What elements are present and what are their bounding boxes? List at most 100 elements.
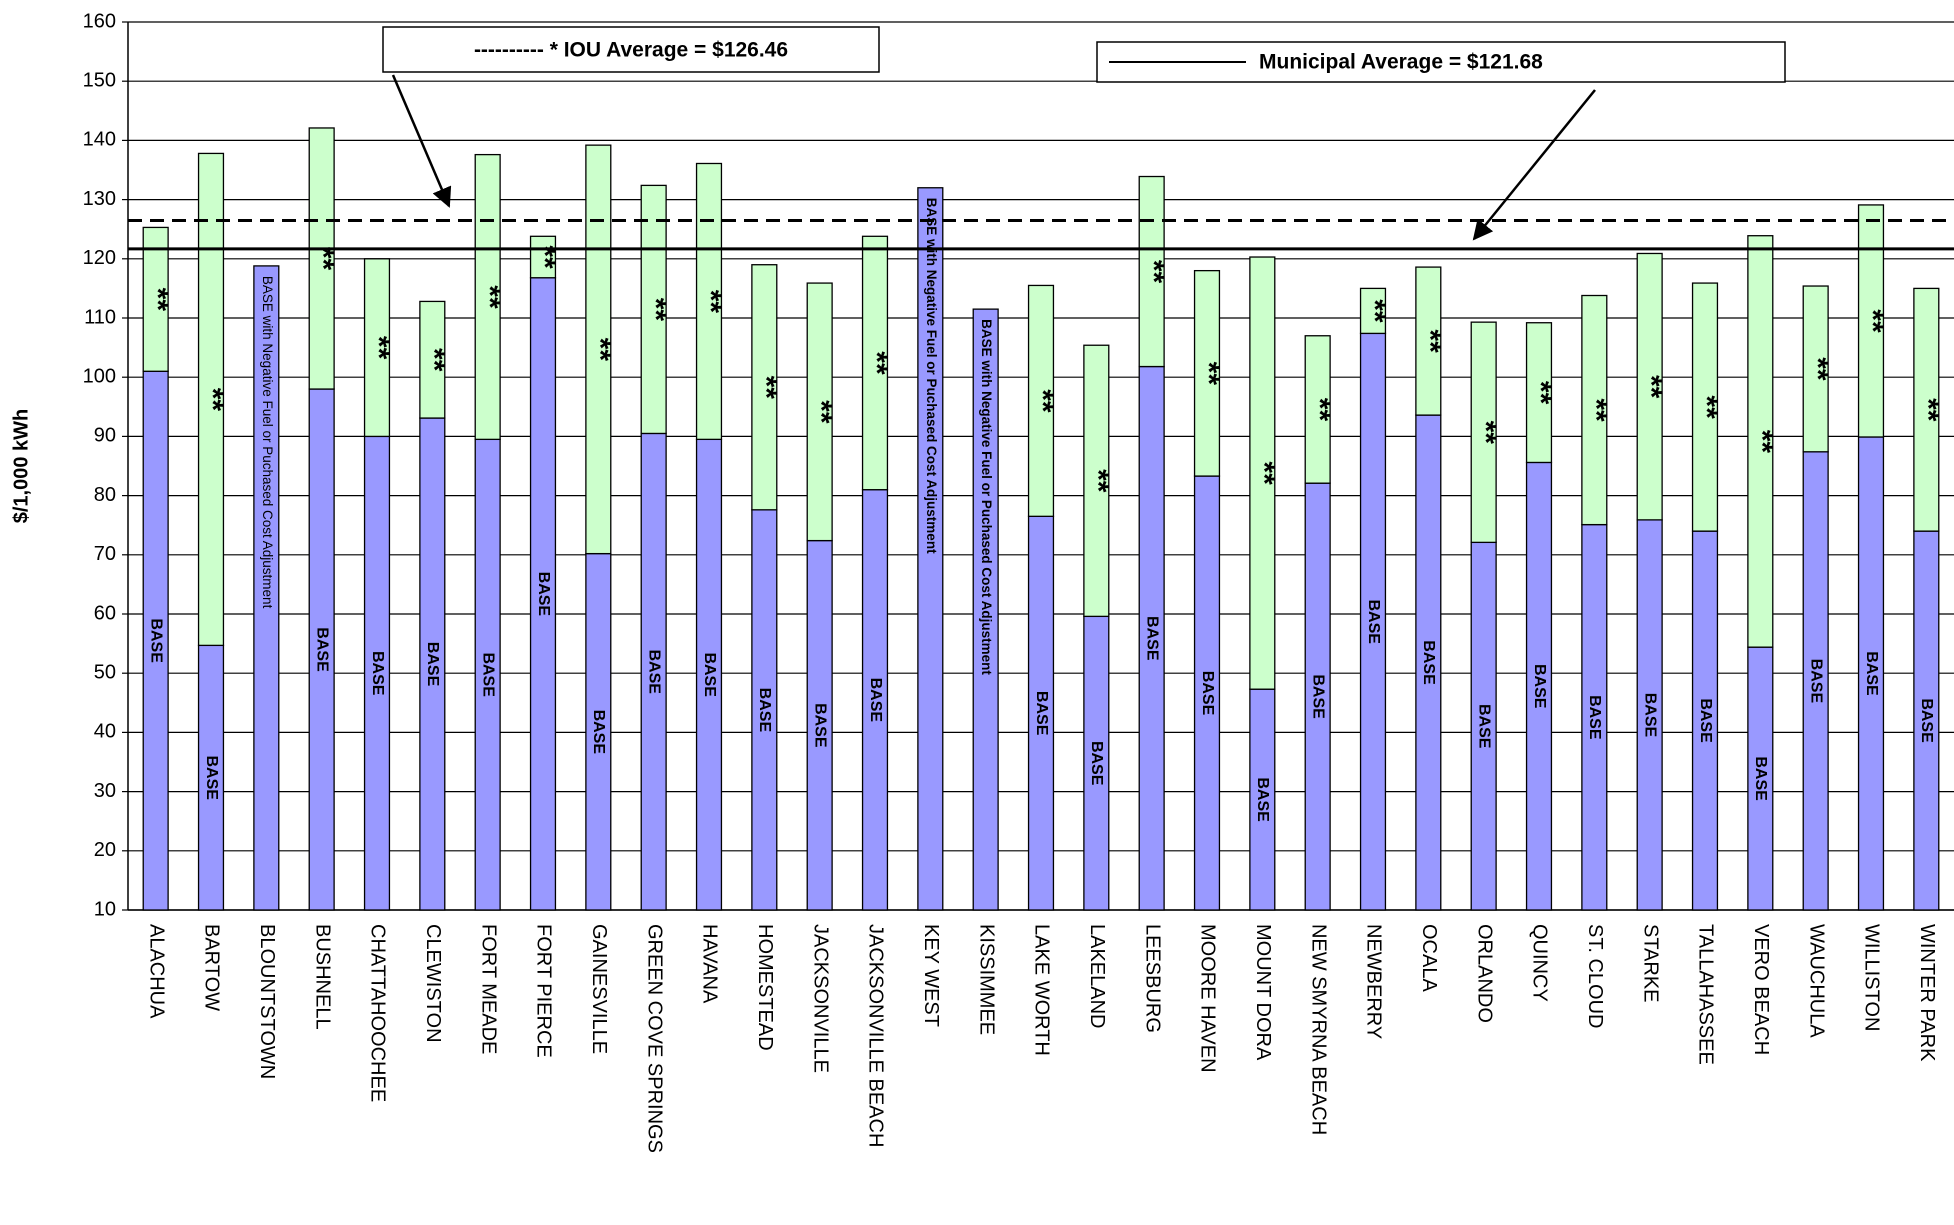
y-tick-label: 100 — [83, 365, 116, 387]
annotation: ---------- * IOU Average = $126.46 — [474, 39, 788, 62]
bar-segment — [1857, 204, 1885, 438]
x-tick-label: BARTOW — [201, 924, 223, 1011]
bar-label: BASE — [424, 642, 441, 687]
bar-segment — [695, 162, 723, 441]
bar-segment — [695, 438, 723, 911]
y-tick-label: 60 — [94, 602, 116, 624]
bar-label: ** — [583, 338, 616, 362]
x-tick-label: HOMESTEAD — [754, 924, 776, 1051]
x-tick-label: KISSIMMEE — [975, 924, 997, 1035]
bar-label: ** — [307, 247, 340, 271]
bar-segment — [363, 258, 391, 438]
bar-segment — [1359, 287, 1387, 335]
bar-segment — [585, 144, 612, 555]
bar-segment — [751, 264, 778, 511]
bar-segment — [1525, 322, 1553, 464]
bar-label: ** — [1524, 381, 1557, 405]
bar-label: ** — [860, 351, 893, 375]
x-tick-label: WILLISTON — [1861, 924, 1883, 1031]
bar-segment — [1138, 365, 1165, 911]
bar-segment — [640, 432, 667, 911]
bar-label: BASE — [590, 710, 607, 755]
bar-segment — [1691, 282, 1719, 532]
y-tick-label: 70 — [94, 543, 116, 565]
y-tick-label: 50 — [94, 661, 116, 683]
bar-label: ** — [749, 376, 782, 400]
bar-label: ** — [1303, 398, 1336, 422]
bar-segment — [1802, 451, 1829, 911]
bar-segment — [308, 388, 335, 911]
y-tick-label: 80 — [94, 484, 116, 506]
bar-segment — [1249, 688, 1276, 911]
bar-label: ** — [1247, 461, 1280, 485]
bar-label: BASE — [756, 688, 773, 733]
x-tick-label: BUSHNELL — [311, 924, 333, 1030]
bar-label: BASE — [535, 572, 552, 617]
bar-label: BASE — [147, 618, 164, 663]
bar-label: BASE — [1420, 640, 1437, 685]
bar-segment — [640, 184, 667, 435]
bar-label: BASE — [203, 755, 220, 800]
bar-segment — [1027, 284, 1055, 517]
bar-segment — [1415, 266, 1442, 416]
bar-segment — [1636, 252, 1663, 521]
x-tick-label: GREEN COVE SPRINGS — [643, 924, 665, 1153]
x-tick-label: BLOUNTSTOWN — [256, 924, 278, 1079]
bar-label: ** — [1026, 389, 1059, 413]
bar-label: BASE — [1641, 693, 1658, 738]
bar-label: ** — [473, 285, 506, 309]
bar-label: ** — [1358, 299, 1391, 323]
x-tick-label: NEW SMYRNA BEACH — [1307, 924, 1329, 1135]
bar-label: ** — [1690, 395, 1723, 419]
y-tick-label: 110 — [84, 306, 116, 328]
bar-label: BASE — [1752, 756, 1769, 801]
bar-label: BASE — [1033, 691, 1050, 736]
x-tick-label: LAKELAND — [1086, 924, 1108, 1029]
arrow — [391, 74, 452, 208]
y-tick-label: 140 — [83, 129, 116, 151]
bar-segment — [1470, 321, 1497, 544]
arrow — [1472, 89, 1596, 241]
bar-segment — [751, 509, 778, 911]
bar-segment — [1913, 530, 1940, 911]
bar-segment — [142, 226, 169, 372]
bar-label: BASE — [479, 652, 496, 697]
bar-label: ** — [639, 298, 672, 322]
bar-segment — [806, 539, 833, 911]
bar-label: BASE with Negative Fuel or Puchased Cost… — [924, 198, 939, 554]
bar-label: ** — [196, 388, 229, 412]
x-tick-label: MOORE HAVEN — [1197, 924, 1219, 1073]
bar-label: ** — [1745, 430, 1778, 454]
bar-segment — [474, 153, 501, 441]
x-tick-label: ALACHUA — [145, 924, 167, 1019]
bar-label: BASE with Negative Fuel or Puchased Cost… — [979, 319, 994, 675]
x-tick-label: FORT PIERCE — [533, 924, 555, 1058]
y-tick-label: 90 — [94, 425, 116, 447]
bar-label: BASE — [1309, 674, 1326, 719]
bar-label: BASE — [867, 678, 884, 723]
x-tick-label: JACKSONVILLE — [809, 924, 831, 1073]
bar-label: ** — [362, 336, 395, 360]
x-tick-label: ST. CLOUD — [1584, 924, 1606, 1028]
y-tick-label: 20 — [94, 839, 116, 861]
bar-label: ** — [417, 348, 450, 372]
x-tick-label: LAKE WORTH — [1031, 924, 1053, 1056]
bar-label: ** — [528, 245, 561, 269]
bar-label: BASE — [811, 703, 828, 748]
bar-segment — [1747, 646, 1774, 911]
y-tick-label: 130 — [83, 188, 116, 210]
x-tick-label: JACKSONVILLE BEACH — [865, 924, 887, 1147]
bar-segment — [1913, 287, 1940, 532]
y-tick-label: 150 — [83, 69, 116, 91]
bar-label: BASE — [1254, 777, 1271, 822]
x-tick-label: TALLAHASSEE — [1695, 924, 1717, 1065]
x-tick-label: WAUCHULA — [1805, 924, 1827, 1038]
bar-segment — [972, 308, 999, 911]
annotation-box — [382, 26, 880, 73]
x-tick-label: STARKE — [1639, 924, 1661, 1003]
bar-label: BASE — [645, 649, 662, 694]
x-tick-label: OCALA — [1418, 924, 1440, 992]
bar-segment — [1359, 332, 1387, 911]
